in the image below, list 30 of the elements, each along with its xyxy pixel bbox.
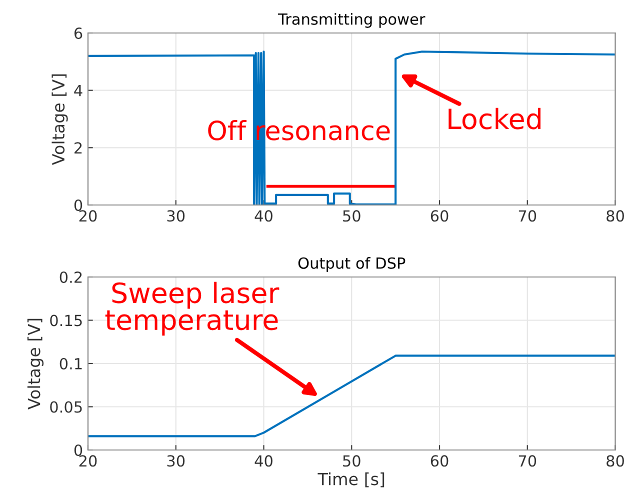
x-tick-label: 20 <box>79 455 97 467</box>
y-axis-title: Voltage [V] <box>27 318 44 410</box>
x-tick-label: 40 <box>254 210 272 222</box>
x-tick-label: 80 <box>606 210 624 222</box>
y-tick-label: 0 <box>74 199 82 212</box>
y-tick-label: 6 <box>74 27 82 40</box>
x-tick-label: 70 <box>518 455 536 467</box>
x-tick-label: 50 <box>343 455 360 467</box>
chart-title: Transmitting power <box>278 13 426 28</box>
annotation: Locked <box>448 108 540 130</box>
x-tick-label: 70 <box>518 210 536 222</box>
y-tick-label: 0 <box>74 444 82 456</box>
y-axis-title: Voltage [V] <box>52 74 68 165</box>
x-tick-label: 30 <box>167 210 185 222</box>
x-tick-label: 40 <box>254 455 272 467</box>
y-tick-label: 0.15 <box>50 314 82 326</box>
annotation: Sweep laser temperature <box>105 282 280 336</box>
y-tick-label: 0.2 <box>60 271 82 284</box>
y-tick-label: 0.1 <box>60 358 82 370</box>
y-tick-label: 0.05 <box>50 401 82 413</box>
y-tick-label: 2 <box>74 142 82 154</box>
x-tick-label: 30 <box>167 455 185 467</box>
x-tick-label: 60 <box>430 455 448 467</box>
x-tick-label: 50 <box>343 210 360 222</box>
y-tick-label: 4 <box>74 85 82 96</box>
x-axis-title: Time [s] <box>318 472 384 488</box>
x-tick-label: 80 <box>606 455 624 467</box>
x-tick-label: 60 <box>430 210 448 222</box>
x-tick-label: 20 <box>79 210 97 222</box>
chart-title: Output of DSP <box>298 257 406 272</box>
